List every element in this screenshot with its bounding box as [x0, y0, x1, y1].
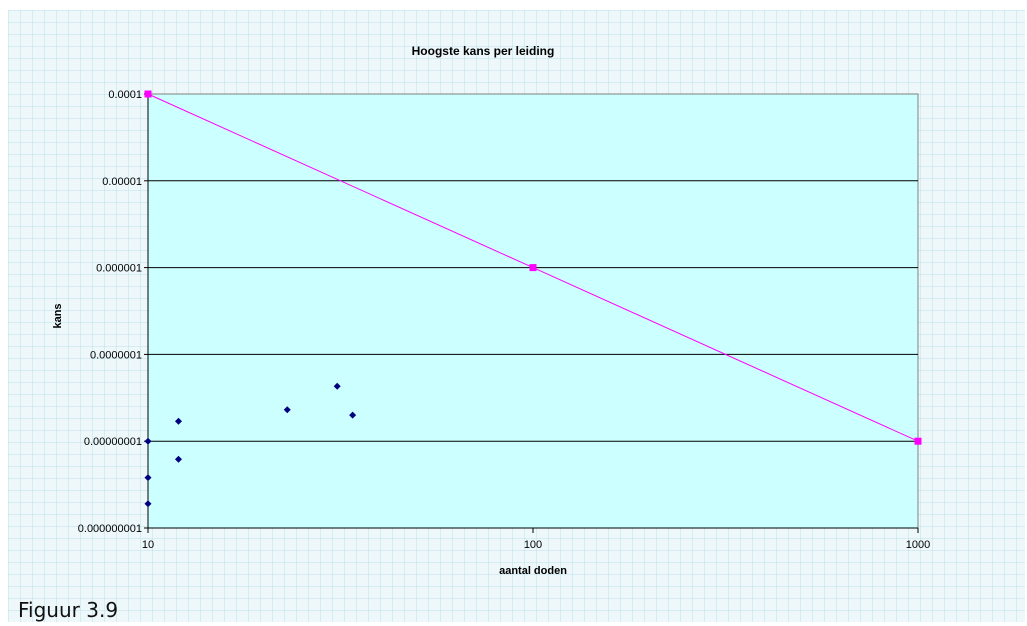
- x-tick-label: 1000: [906, 539, 930, 551]
- data-point: [283, 406, 291, 414]
- chart-frame: Hoogste kans per leiding 0.0001 0.00001 0.…: [8, 10, 1025, 622]
- x-axis-ticks: 10 100 1000: [142, 528, 930, 551]
- x-axis-title: aantal doden: [499, 565, 567, 577]
- x-tick-label: 10: [142, 539, 154, 551]
- y-axis-title: kans: [52, 303, 64, 328]
- chart-title: Hoogste kans per leiding: [412, 44, 555, 58]
- y-tick-label: 0.000001: [96, 263, 142, 275]
- data-point: [144, 500, 152, 508]
- y-axis-ticks: 0.0001 0.00001 0.000001 0.0000001 0.00000001…: [78, 89, 148, 535]
- data-point: [349, 411, 357, 419]
- x-tick-label: 100: [524, 539, 542, 551]
- y-tick-label: 0.00000001: [84, 436, 142, 448]
- data-point: [144, 437, 152, 445]
- series-layer: [144, 90, 922, 508]
- data-point: [333, 382, 341, 390]
- series-1-marker: [914, 437, 922, 445]
- y-tick-label: 0.00001: [102, 176, 142, 188]
- data-point: [174, 455, 182, 463]
- data-point: [174, 417, 182, 425]
- chart: Hoogste kans per leiding 0.00010.000010.…: [52, 44, 930, 577]
- data-point: [144, 474, 152, 482]
- series-1-marker: [144, 90, 152, 98]
- plot-area: [147, 93, 919, 529]
- figure-caption: Figuur 3.9: [18, 598, 119, 622]
- y-tick-label: 0.0001: [108, 89, 142, 101]
- series-1-marker: [529, 264, 537, 272]
- y-tick-label: 0.000000001: [78, 523, 142, 535]
- y-tick-label: 0.0000001: [90, 349, 142, 361]
